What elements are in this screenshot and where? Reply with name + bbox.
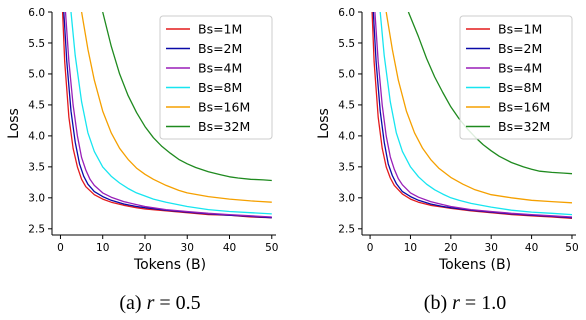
legend-entry: Bs=1M: [198, 22, 242, 37]
legend-entry: Bs=4M: [198, 61, 242, 76]
panel-caption: (a) r = 0.5: [119, 292, 200, 314]
legend-entry: Bs=4M: [498, 61, 542, 76]
x-tick-label: 20: [138, 242, 151, 254]
y-tick-label: 4.5: [338, 100, 355, 112]
y-tick-label: 3.5: [338, 162, 355, 174]
legend-box: [459, 15, 573, 140]
legend-entry: Bs=16M: [198, 100, 250, 115]
y-tick-label: 3.0: [28, 193, 45, 205]
y-tick-label: 5.0: [338, 69, 355, 81]
y-tick-label: 4.5: [28, 100, 45, 112]
y-axis-label: Loss: [316, 108, 332, 139]
x-tick-label: 0: [57, 242, 64, 254]
legend-box: [159, 15, 273, 140]
series-line-bs-4m: [374, 12, 573, 218]
series-line-bs-32m: [407, 12, 573, 175]
y-tick-label: 6.0: [338, 7, 355, 19]
x-tick-label: 40: [525, 242, 538, 254]
series-line-bs-1m: [371, 12, 573, 219]
y-tick-label: 4.0: [28, 131, 45, 143]
x-axis-label: Tokens (B): [438, 257, 511, 273]
legend-entry: Bs=8M: [498, 80, 542, 95]
legend-entry: Bs=2M: [498, 41, 542, 56]
legend-entry: Bs=32M: [198, 119, 250, 134]
x-tick-label: 0: [367, 242, 374, 254]
x-tick-label: 40: [223, 242, 236, 254]
y-tick-label: 6.0: [28, 7, 45, 19]
series-line-bs-8m: [379, 12, 573, 216]
y-tick-label: 5.5: [28, 38, 45, 50]
legend-entry: Bs=16M: [498, 100, 550, 115]
y-tick-label: 5.0: [28, 69, 45, 81]
x-tick-label: 50: [265, 242, 278, 254]
series-line-bs-1m: [61, 12, 272, 219]
y-axis-label: Loss: [6, 108, 22, 139]
y-tick-label: 2.5: [338, 224, 355, 236]
x-tick-label: 10: [404, 242, 417, 254]
legend-entry: Bs=32M: [498, 119, 550, 134]
y-tick-label: 3.5: [28, 162, 45, 174]
series-line-bs-16m: [385, 12, 573, 204]
series-line-bs-8m: [70, 12, 272, 215]
y-tick-label: 3.0: [338, 193, 355, 205]
x-tick-label: 10: [96, 242, 109, 254]
chart-panel-a: 0 10 20 30 40 50 2.5 3.0 3.5 4.0 4.5 5.0 5.5 6.0 Token…: [6, 7, 278, 314]
legend-entry: Bs=8M: [198, 80, 242, 95]
y-tick-label: 4.0: [338, 131, 355, 143]
legend-entry: Bs=1M: [498, 22, 542, 37]
x-tick-label: 50: [565, 242, 578, 254]
y-tick-label: 2.5: [28, 224, 45, 236]
series-line-bs-16m: [80, 12, 272, 203]
chart-panel-b: 0 10 20 30 40 50 2.5 3.0 3.5 4.0 4.5 5.0 5.5 6.0 Token…: [316, 7, 579, 314]
series-line-bs-32m: [102, 12, 272, 182]
x-tick-label: 30: [485, 242, 498, 254]
x-tick-label: 20: [444, 242, 457, 254]
y-tick-label: 5.5: [338, 38, 355, 50]
series-line-bs-4m: [64, 12, 272, 218]
x-tick-label: 30: [181, 242, 194, 254]
x-axis-label: Tokens (B): [133, 257, 206, 273]
legend-entry: Bs=2M: [198, 41, 242, 56]
panel-caption: (b) r = 1.0: [424, 292, 506, 314]
